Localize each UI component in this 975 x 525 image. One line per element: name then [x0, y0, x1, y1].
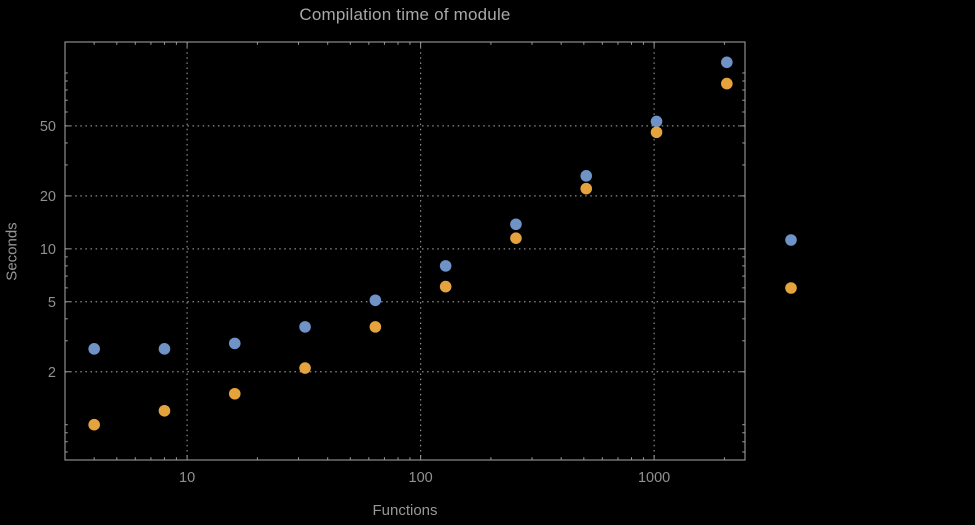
data-point-series-1 [439, 260, 452, 272]
x-tick-label: 10 [179, 470, 195, 486]
data-point-series-1 [580, 170, 593, 182]
data-point-series-2 [228, 387, 241, 400]
legend-marker-series-1 [785, 234, 797, 246]
data-point-series-2 [158, 404, 171, 417]
x-axis-label: Functions [372, 502, 438, 519]
data-point-series-1 [299, 321, 311, 333]
data-point-series-1 [369, 294, 382, 307]
x-tick-label: 1000 [638, 470, 670, 486]
legend-marker-series-2 [785, 282, 797, 294]
data-point-series-2 [510, 232, 522, 244]
data-point-series-2 [369, 321, 382, 333]
data-point-series-1 [510, 218, 522, 231]
data-point-series-1 [158, 343, 171, 355]
x-tick-label: 100 [409, 470, 433, 486]
plot-frame [64, 41, 746, 461]
y-tick-label: 2 [48, 365, 56, 381]
chart-title: Compilation time of module [299, 5, 511, 24]
y-tick-label: 10 [40, 242, 56, 258]
y-tick-label: 20 [40, 189, 56, 205]
data-point-series-2 [88, 418, 100, 431]
y-tick-label: 5 [48, 295, 56, 311]
data-point-series-2 [439, 280, 452, 293]
data-point-series-2 [580, 182, 593, 195]
data-point-series-2 [299, 362, 311, 374]
data-point-series-1 [721, 56, 733, 69]
data-point-series-2 [721, 77, 733, 90]
data-point-series-1 [228, 337, 241, 350]
data-point-series-1 [88, 343, 100, 355]
data-point-series-2 [650, 126, 663, 139]
data-point-series-1 [650, 115, 663, 128]
y-tick-label: 50 [40, 119, 56, 135]
